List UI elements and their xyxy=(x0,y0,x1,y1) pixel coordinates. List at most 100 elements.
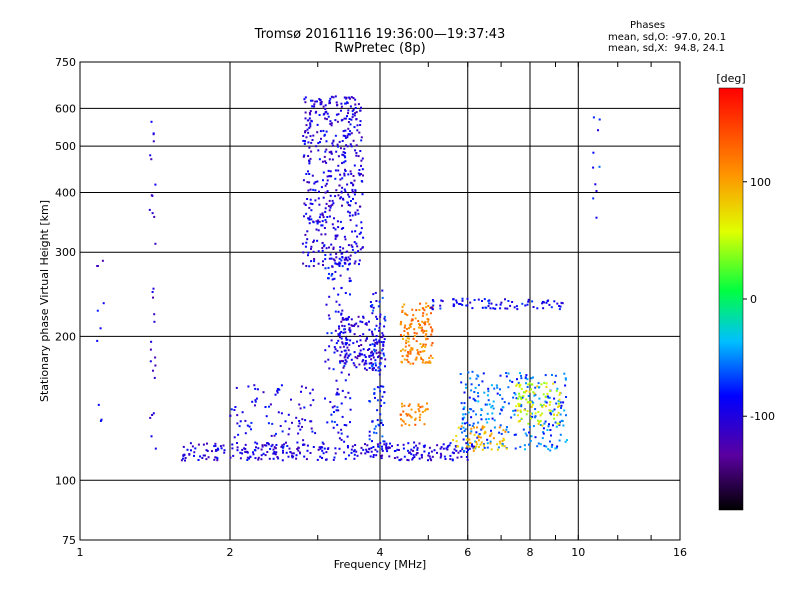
data-point xyxy=(486,421,489,424)
data-point xyxy=(505,375,508,378)
data-point xyxy=(414,423,417,426)
data-point xyxy=(452,298,455,301)
data-point xyxy=(413,441,416,444)
data-point xyxy=(541,302,544,305)
data-point xyxy=(263,444,266,447)
data-point xyxy=(348,96,351,99)
data-point xyxy=(517,381,520,384)
data-point xyxy=(553,300,556,303)
data-point xyxy=(229,414,232,417)
data-point xyxy=(417,405,420,407)
data-point xyxy=(507,431,510,434)
data-point xyxy=(536,419,539,422)
data-point xyxy=(292,452,295,455)
data-point xyxy=(184,457,187,459)
data-point xyxy=(304,111,307,114)
data-point xyxy=(324,360,327,363)
data-point xyxy=(310,141,313,144)
data-point xyxy=(465,451,468,453)
data-point xyxy=(360,221,363,224)
data-point xyxy=(353,324,356,327)
data-point xyxy=(534,386,537,389)
data-point xyxy=(419,326,422,329)
data-point xyxy=(470,430,473,433)
data-point xyxy=(378,373,381,376)
data-point xyxy=(354,103,357,106)
data-point xyxy=(291,455,294,458)
data-point xyxy=(469,377,472,380)
data-point xyxy=(340,438,343,441)
data-point xyxy=(358,172,361,175)
data-point xyxy=(379,363,382,365)
data-point xyxy=(337,113,340,116)
data-point xyxy=(339,173,342,176)
data-point xyxy=(473,426,475,429)
data-point xyxy=(99,327,102,330)
data-point xyxy=(203,454,206,457)
data-point xyxy=(549,389,552,392)
data-point xyxy=(443,455,446,458)
data-point xyxy=(325,118,328,121)
data-point xyxy=(249,455,252,458)
data-point xyxy=(333,277,336,280)
data-point xyxy=(290,398,292,401)
data-point xyxy=(348,280,351,283)
data-point xyxy=(368,320,370,323)
data-point xyxy=(493,387,496,390)
data-point xyxy=(541,424,544,427)
data-point xyxy=(344,151,347,154)
data-point xyxy=(559,413,562,416)
data-point xyxy=(488,302,491,305)
stats-mean-x: mean, sd,X: 94.8, 24.1 xyxy=(608,43,725,54)
data-point xyxy=(454,445,457,448)
data-point xyxy=(372,309,375,312)
data-point xyxy=(205,458,208,461)
data-point xyxy=(254,449,257,452)
data-point xyxy=(357,315,360,318)
data-point xyxy=(241,452,244,455)
data-point xyxy=(449,442,452,445)
data-point xyxy=(483,426,486,429)
data-point xyxy=(354,213,357,216)
data-point xyxy=(337,145,339,148)
data-point xyxy=(455,440,458,443)
data-point xyxy=(462,408,465,411)
data-point xyxy=(407,442,410,445)
data-point xyxy=(453,304,456,307)
data-point xyxy=(354,107,357,109)
x-tick-label: 2 xyxy=(227,546,234,559)
data-point xyxy=(347,256,350,259)
data-point xyxy=(353,126,356,129)
data-point xyxy=(332,226,335,229)
data-point xyxy=(339,197,342,200)
data-point xyxy=(516,409,519,412)
data-point xyxy=(468,445,471,448)
colorbar xyxy=(718,87,744,511)
data-point xyxy=(474,440,477,443)
data-point xyxy=(527,401,530,404)
data-point xyxy=(332,248,335,250)
data-point xyxy=(321,214,324,217)
data-point xyxy=(496,386,499,389)
data-point xyxy=(330,124,333,127)
data-point xyxy=(288,447,291,450)
data-point xyxy=(344,129,347,132)
data-point xyxy=(377,356,379,359)
data-point xyxy=(348,214,351,217)
data-point xyxy=(592,116,595,119)
data-point xyxy=(481,380,484,383)
data-point xyxy=(311,203,314,205)
data-point xyxy=(525,382,527,385)
data-point xyxy=(307,189,310,192)
data-point xyxy=(340,190,343,193)
data-point xyxy=(379,442,382,444)
data-point xyxy=(214,442,217,445)
data-point xyxy=(317,250,320,253)
data-point xyxy=(315,220,318,223)
data-point xyxy=(354,112,357,115)
data-point xyxy=(428,360,431,363)
data-point xyxy=(231,447,234,450)
data-point xyxy=(311,105,314,108)
data-point xyxy=(383,315,386,318)
